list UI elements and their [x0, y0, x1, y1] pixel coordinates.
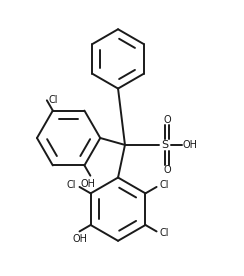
- Text: OH: OH: [72, 234, 87, 244]
- Text: Cl: Cl: [48, 95, 58, 105]
- Text: O: O: [164, 165, 171, 175]
- Text: S: S: [161, 140, 168, 150]
- Text: Cl: Cl: [160, 229, 169, 238]
- Text: O: O: [164, 115, 171, 125]
- Text: OH: OH: [183, 140, 198, 150]
- Text: OH: OH: [81, 179, 96, 189]
- Text: Cl: Cl: [67, 180, 76, 190]
- Text: Cl: Cl: [160, 180, 169, 190]
